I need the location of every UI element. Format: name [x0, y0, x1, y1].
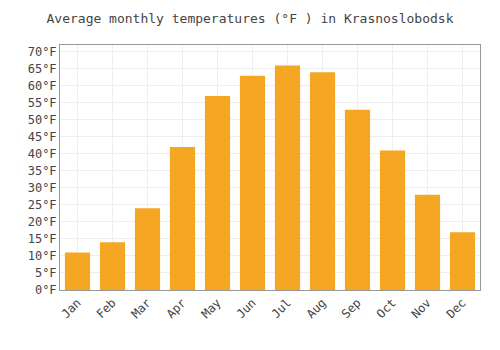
- svg-text:10°F: 10°F: [28, 249, 57, 263]
- svg-text:65°F: 65°F: [28, 62, 57, 76]
- svg-text:25°F: 25°F: [28, 198, 57, 212]
- svg-text:20°F: 20°F: [28, 215, 57, 229]
- svg-text:40°F: 40°F: [28, 147, 57, 161]
- svg-text:35°F: 35°F: [28, 164, 57, 178]
- svg-text:Average monthly temperatures (: Average monthly temperatures (°F ) in Kr…: [47, 11, 454, 26]
- svg-text:45°F: 45°F: [28, 130, 57, 144]
- svg-text:Dec: Dec: [444, 296, 469, 321]
- svg-text:May: May: [199, 296, 224, 321]
- svg-text:0°F: 0°F: [35, 283, 57, 297]
- svg-text:15°F: 15°F: [28, 232, 57, 246]
- svg-text:70°F: 70°F: [28, 45, 57, 59]
- svg-text:60°F: 60°F: [28, 79, 57, 93]
- svg-text:Oct: Oct: [374, 296, 399, 321]
- svg-text:50°F: 50°F: [28, 113, 57, 127]
- svg-text:Jan: Jan: [59, 296, 84, 321]
- svg-text:Sep: Sep: [339, 296, 364, 321]
- svg-text:Feb: Feb: [94, 296, 119, 321]
- svg-text:5°F: 5°F: [35, 266, 57, 280]
- svg-text:Mar: Mar: [129, 296, 154, 321]
- svg-text:Nov: Nov: [409, 296, 434, 321]
- svg-text:Aug: Aug: [304, 296, 329, 321]
- svg-text:Jun: Jun: [234, 296, 259, 321]
- svg-text:30°F: 30°F: [28, 181, 57, 195]
- svg-text:55°F: 55°F: [28, 96, 57, 110]
- svg-text:Apr: Apr: [164, 296, 189, 321]
- svg-text:Jul: Jul: [269, 296, 294, 321]
